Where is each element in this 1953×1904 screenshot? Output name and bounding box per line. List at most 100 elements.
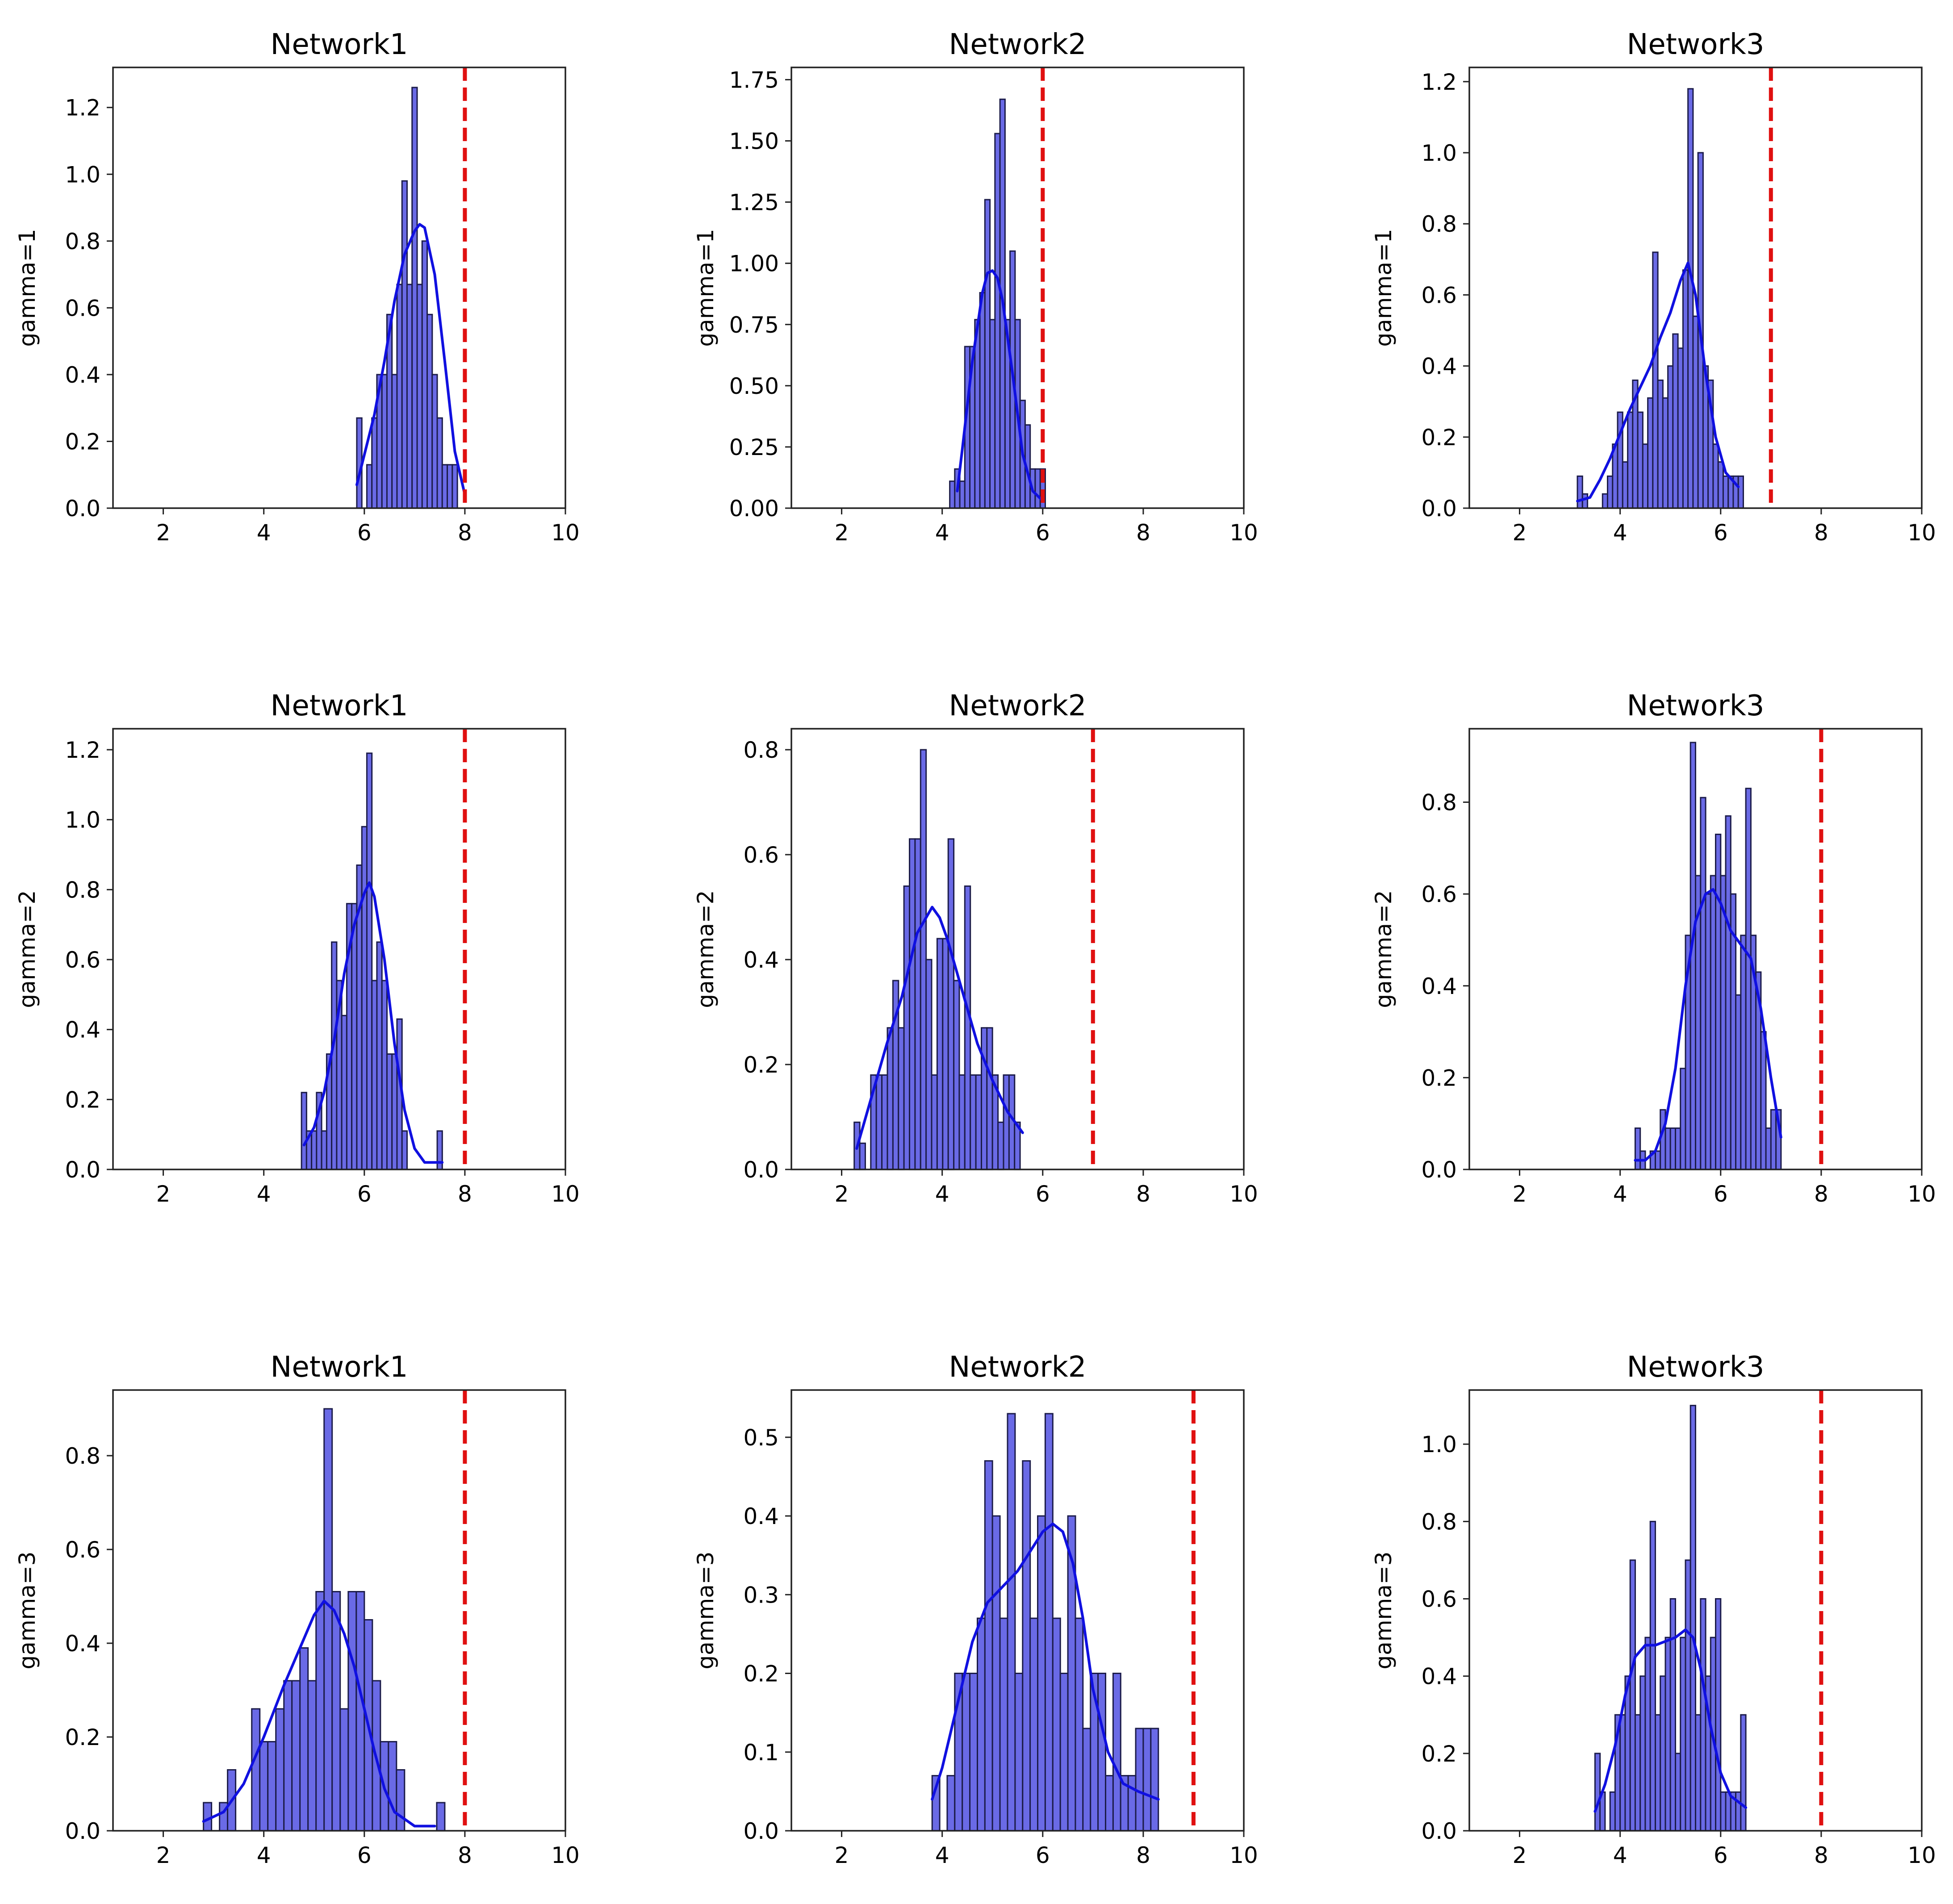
chart-2-axes-frame xyxy=(1468,67,1923,509)
chart-2-bar-29 xyxy=(1722,475,1729,509)
chart-1-title: Network2 xyxy=(949,28,1087,61)
chart-8-title: Network3 xyxy=(1627,1351,1765,1384)
chart-4-xtick-label-8: 8 xyxy=(1136,1181,1150,1207)
chart-2-ytick-label-4: 0.8 xyxy=(1421,211,1457,237)
chart-2-ylabel: gamma=1 xyxy=(1371,229,1397,347)
chart-5-bar-4 xyxy=(1655,1150,1661,1170)
chart-5-ytick-label-0: 0.0 xyxy=(1421,1157,1457,1183)
chart-8-ytick-label-3: 0.6 xyxy=(1421,1587,1457,1612)
chart-5-bar-22 xyxy=(1745,788,1752,1170)
chart-6-axes-frame xyxy=(112,1389,566,1832)
chart-5-panel: 2 4 6 8 10 0.0 0.2 0.4 0.6 0.8 Network3 gamma=2 xyxy=(1371,689,1936,1207)
chart-2-xtick-label-6: 6 xyxy=(1714,520,1728,546)
chart-7-xtick-label-8: 8 xyxy=(1136,1842,1150,1868)
chart-5-ytick-label-3: 0.6 xyxy=(1421,881,1457,907)
chart-6-bar-24 xyxy=(396,1769,406,1832)
chart-3-xtick-label-6: 6 xyxy=(357,1181,372,1207)
chart-3-bar-2 xyxy=(311,1130,318,1170)
chart-3-ytick-label-3: 0.6 xyxy=(65,947,100,973)
chart-7-bar-12 xyxy=(1022,1460,1031,1832)
chart-3-bar-0 xyxy=(301,1092,307,1170)
chart-1-bar-9 xyxy=(994,133,1001,509)
chart-2-bar-15 xyxy=(1652,251,1659,509)
chart-7-bar-27 xyxy=(1135,1728,1144,1832)
chart-0-bar-14 xyxy=(427,313,433,509)
chart-1-ytick-label-2: 0.50 xyxy=(729,373,779,399)
chart-4-xtick-label-4: 4 xyxy=(935,1181,949,1207)
chart-3-bar-4 xyxy=(321,1130,327,1170)
chart-8-bar-6 xyxy=(1624,1675,1631,1832)
chart-1-xtick-label-8: 8 xyxy=(1136,520,1150,546)
chart-2-ytick-label-0: 0.0 xyxy=(1421,496,1457,522)
chart-6-bar-15 xyxy=(323,1408,333,1832)
chart-3-bar-13 xyxy=(366,752,373,1170)
chart-7-bar-22 xyxy=(1097,1673,1107,1832)
chart-0-bar-3 xyxy=(371,417,378,509)
chart-3-bar-15 xyxy=(376,941,383,1170)
chart-4-bar-13 xyxy=(925,959,933,1170)
chart-4-bar-17 xyxy=(947,838,955,1170)
chart-4-bar-14 xyxy=(931,1074,938,1170)
chart-3-ytick-label-6: 1.2 xyxy=(65,737,100,763)
chart-1-kde-line xyxy=(956,269,1044,502)
chart-3-ytick-label-1: 0.2 xyxy=(65,1087,100,1113)
chart-0-bar-18 xyxy=(447,464,453,509)
chart-3-ytick-label-0: 0.0 xyxy=(65,1157,100,1183)
chart-6-bar-16 xyxy=(331,1591,341,1832)
chart-7-bar-10 xyxy=(1007,1413,1016,1832)
chart-1-xtick-label-4: 4 xyxy=(935,520,949,546)
chart-0-ytick-label-4: 0.8 xyxy=(65,229,100,255)
chart-7-ytick-label-5: 0.5 xyxy=(743,1425,779,1451)
chart-4-bar-9 xyxy=(903,885,910,1170)
chart-5-bar-0 xyxy=(1634,1127,1641,1170)
chart-0-bar-5 xyxy=(381,374,388,509)
chart-8-bar-9 xyxy=(1639,1675,1646,1832)
chart-5-bar-16 xyxy=(1715,834,1722,1170)
chart-2-bar-14 xyxy=(1647,397,1654,509)
chart-4-bar-5 xyxy=(881,1074,888,1170)
chart-0-panel: 2 4 6 8 10 0.0 0.2 0.4 0.6 0.8 1.0 1.2 Network1 gamma… xyxy=(14,28,580,546)
chart-8-xtick-label-4: 4 xyxy=(1613,1842,1627,1868)
chart-4-bar-15 xyxy=(936,938,944,1170)
chart-6-bar-0 xyxy=(203,1802,213,1832)
chart-2-ytick-label-5: 1.0 xyxy=(1421,140,1457,166)
chart-8-xtick-label-2: 2 xyxy=(1513,1842,1527,1868)
chart-2-xtick-label-10: 10 xyxy=(1907,520,1936,546)
chart-4-ylabel: gamma=2 xyxy=(693,890,719,1008)
chart-6-bar-14 xyxy=(315,1591,325,1832)
chart-2-panel: 2 4 6 8 10 0.0 0.2 0.4 0.6 0.8 1.0 1.2 Network3 gamma… xyxy=(1371,28,1936,546)
chart-3-xtick-label-8: 8 xyxy=(458,1181,472,1207)
chart-3-ytick-label-4: 0.8 xyxy=(65,877,100,903)
chart-2-bar-21 xyxy=(1682,269,1689,509)
chart-2-bar-6 xyxy=(1607,475,1614,509)
chart-4-ytick-label-0: 0.0 xyxy=(743,1157,779,1183)
chart-4-bar-19 xyxy=(958,1074,966,1170)
chart-2-ytick-label-1: 0.2 xyxy=(1421,425,1457,451)
chart-4-bar-1 xyxy=(859,1142,866,1170)
chart-4-bar-6 xyxy=(887,1027,894,1170)
chart-3-bar-10 xyxy=(351,903,358,1170)
chart-3-title: Network1 xyxy=(271,689,408,722)
chart-6-bar-6 xyxy=(251,1708,261,1832)
chart-1-ytick-label-1: 0.25 xyxy=(729,434,779,460)
chart-6-bar-19 xyxy=(355,1591,365,1832)
chart-5-bar-26 xyxy=(1765,1127,1772,1170)
chart-0-kde-line xyxy=(355,223,466,497)
chart-1-ytick-label-3: 0.75 xyxy=(729,312,779,338)
chart-2-kde-line xyxy=(1576,261,1740,503)
chart-1-bar-6 xyxy=(979,292,986,509)
chart-5-bar-14 xyxy=(1705,893,1711,1170)
chart-2-bar-28 xyxy=(1717,461,1724,509)
chart-8-bar-20 xyxy=(1695,1714,1702,1832)
chart-4-bar-24 xyxy=(986,1027,993,1170)
chart-1-bar-17 xyxy=(1034,468,1041,509)
chart-0-xtick-label-10: 10 xyxy=(551,520,580,546)
chart-6-title: Network1 xyxy=(271,1351,408,1384)
chart-7-bar-11 xyxy=(1014,1673,1024,1832)
chart-6-ytick-label-0: 0.0 xyxy=(65,1818,100,1844)
chart-8-bar-15 xyxy=(1669,1598,1676,1832)
chart-2-bar-23 xyxy=(1692,315,1699,509)
chart-7-xtick-label-6: 6 xyxy=(1036,1842,1050,1868)
chart-0-ytick-label-0: 0.0 xyxy=(65,496,100,522)
